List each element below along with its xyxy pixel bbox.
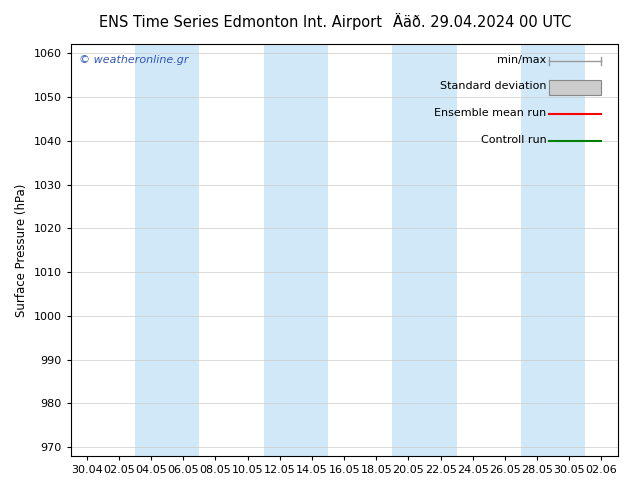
Bar xyxy=(425,45,456,456)
Bar xyxy=(392,45,425,456)
Text: © weatheronline.gr: © weatheronline.gr xyxy=(79,55,188,65)
Text: Controll run: Controll run xyxy=(481,135,547,145)
Bar xyxy=(553,45,585,456)
Text: ENS Time Series Edmonton Int. Airport: ENS Time Series Edmonton Int. Airport xyxy=(100,15,382,30)
Text: min/max: min/max xyxy=(497,55,547,65)
FancyBboxPatch shape xyxy=(549,80,601,95)
Text: Standard deviation: Standard deviation xyxy=(440,81,547,92)
Bar xyxy=(135,45,167,456)
Bar xyxy=(167,45,199,456)
Text: Ensemble mean run: Ensemble mean run xyxy=(434,108,547,118)
Bar xyxy=(296,45,328,456)
Bar xyxy=(264,45,296,456)
Y-axis label: Surface Pressure (hPa): Surface Pressure (hPa) xyxy=(15,183,28,317)
Text: Ääð. 29.04.2024 00 UTC: Ääð. 29.04.2024 00 UTC xyxy=(392,15,571,30)
Bar xyxy=(521,45,553,456)
